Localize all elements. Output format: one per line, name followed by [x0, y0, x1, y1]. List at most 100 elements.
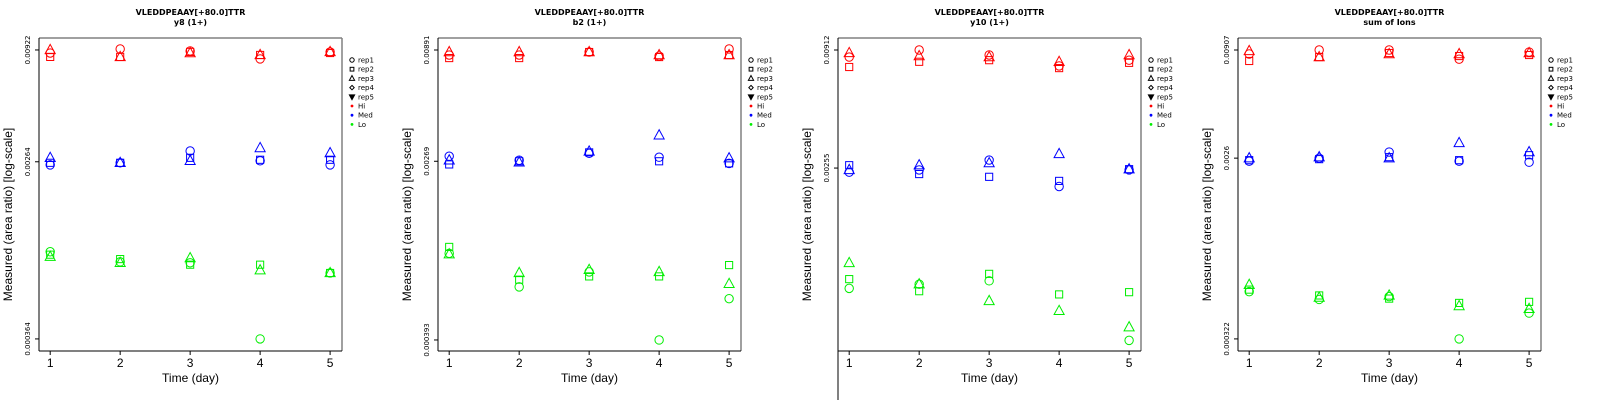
data-point-med-rep3	[1383, 151, 1396, 163]
data-point-med-rep1	[984, 155, 994, 165]
data-point-hi-rep2	[1245, 56, 1254, 66]
data-point-med-rep1	[1054, 181, 1064, 192]
data-point-hi-rep3	[513, 45, 526, 57]
legend-dot-lo	[1149, 123, 1153, 126]
x-tick-label: 3	[187, 356, 194, 370]
legend-label: rep2	[757, 66, 773, 74]
data-point-hi-rep3	[443, 45, 456, 57]
data-point-hi-rep3	[1453, 47, 1466, 59]
data-point-lo-rep3	[913, 277, 926, 289]
legend-symbol-rep2	[349, 66, 355, 72]
legend-symbol-rep1	[748, 57, 754, 63]
data-point-med-rep3	[723, 151, 735, 163]
data-point-lo-rep2	[1055, 290, 1064, 299]
legend-label: rep5	[358, 93, 374, 101]
legend-label: rep2	[358, 66, 374, 74]
data-point-hi-rep3	[913, 49, 926, 61]
data-point-lo-rep2	[445, 242, 454, 251]
y-tick-label: 0.000393	[423, 323, 431, 356]
data-point-lo-rep3	[1453, 299, 1466, 311]
data-point-lo-rep2	[1525, 297, 1534, 306]
y-axis-label: Measured (area ratio) [log-scale]	[800, 128, 814, 301]
data-point-med-rep1	[325, 160, 335, 170]
legend-dot-hi	[350, 104, 354, 108]
legend-symbol-rep1	[1548, 57, 1554, 63]
data-point-lo-rep1	[724, 293, 734, 304]
chart-title: VLEDDPEAAY[+80.0]TTR	[136, 8, 246, 17]
data-point-lo-rep3	[583, 263, 596, 275]
y-tick-label: 0.00891	[423, 36, 431, 65]
data-point-lo-rep3	[254, 263, 267, 275]
legend-label: Hi	[358, 103, 365, 111]
data-point-hi-rep3	[1053, 55, 1066, 66]
data-point-med-rep3	[1053, 147, 1066, 159]
data-point-hi-rep3	[324, 45, 336, 57]
x-axis-label: Time (day)	[961, 371, 1018, 385]
chart-title: VLEDDPEAAY[+80.0]TTR	[1335, 8, 1445, 17]
data-point-lo-rep1	[325, 268, 335, 278]
data-point-med-rep3	[513, 155, 526, 167]
legend-label: Hi	[1157, 103, 1164, 111]
legend-symbol-rep3	[348, 74, 356, 81]
y-tick-label: 0.00907	[1223, 36, 1231, 65]
data-point-lo-rep2	[256, 260, 265, 269]
data-point-med-rep3	[1523, 145, 1535, 157]
data-point-hi-rep2	[1055, 64, 1064, 73]
legend-symbol-rep2	[1548, 66, 1554, 72]
data-point-lo-rep1	[1124, 335, 1134, 346]
data-point-med-rep3	[44, 151, 57, 162]
data-point-lo-rep1	[844, 283, 854, 294]
data-point-med-rep1	[115, 158, 125, 168]
data-point-lo-rep3	[723, 277, 735, 289]
data-point-hi-rep2	[515, 53, 524, 63]
data-point-hi-rep3	[1243, 44, 1256, 56]
data-point-lo-rep1	[45, 247, 55, 257]
data-point-med-rep3	[114, 156, 127, 167]
data-point-hi-rep1	[584, 47, 594, 57]
legend-symbol-rep4	[1548, 84, 1554, 91]
legend-label: rep4	[757, 84, 773, 92]
data-point-hi-rep3	[1523, 46, 1535, 58]
x-tick-label: 3	[1386, 356, 1393, 370]
data-point-lo-rep3	[983, 294, 996, 306]
legend-symbol-rep4	[1148, 84, 1154, 91]
legend-label: rep1	[1157, 57, 1173, 65]
legend-symbol-rep1	[1148, 57, 1154, 63]
legend-dot-med	[1149, 113, 1153, 117]
data-point-med-rep1	[1524, 157, 1534, 167]
legend-label: rep4	[1157, 84, 1173, 92]
x-tick-label: 2	[916, 356, 923, 370]
data-point-hi-rep2	[1125, 58, 1134, 67]
legend-label: rep1	[1557, 57, 1573, 65]
legend-symbol-rep5	[747, 94, 755, 101]
data-point-lo-rep1	[1524, 308, 1534, 318]
data-point-hi-rep2	[915, 57, 924, 66]
data-point-lo-rep1	[1244, 286, 1254, 297]
data-point-lo-rep2	[186, 260, 195, 269]
y-tick-label: 0.00912	[823, 36, 831, 65]
data-point-lo-rep2	[845, 275, 854, 284]
data-point-hi-rep2	[845, 62, 854, 72]
legend-symbol-rep3	[1147, 74, 1155, 81]
y-tick-label: 0.000364	[24, 322, 32, 356]
data-point-hi-rep1	[1314, 45, 1324, 55]
x-tick-label: 3	[986, 356, 993, 370]
x-tick-label: 5	[1526, 356, 1533, 370]
data-point-lo-rep2	[116, 255, 125, 264]
data-point-lo-rep2	[1385, 294, 1394, 303]
x-tick-label: 1	[1246, 356, 1253, 370]
data-point-lo-rep3	[1313, 291, 1326, 302]
data-point-med-rep2	[845, 161, 854, 170]
data-point-med-rep2	[46, 158, 55, 167]
data-point-med-rep1	[45, 160, 55, 170]
x-tick-label: 3	[586, 356, 593, 370]
legend-dot-hi	[1549, 104, 1553, 108]
legend-symbol-rep1	[349, 57, 355, 63]
data-point-lo-rep3	[184, 251, 197, 263]
x-tick-label: 1	[846, 356, 853, 370]
data-point-lo-rep3	[513, 266, 526, 278]
